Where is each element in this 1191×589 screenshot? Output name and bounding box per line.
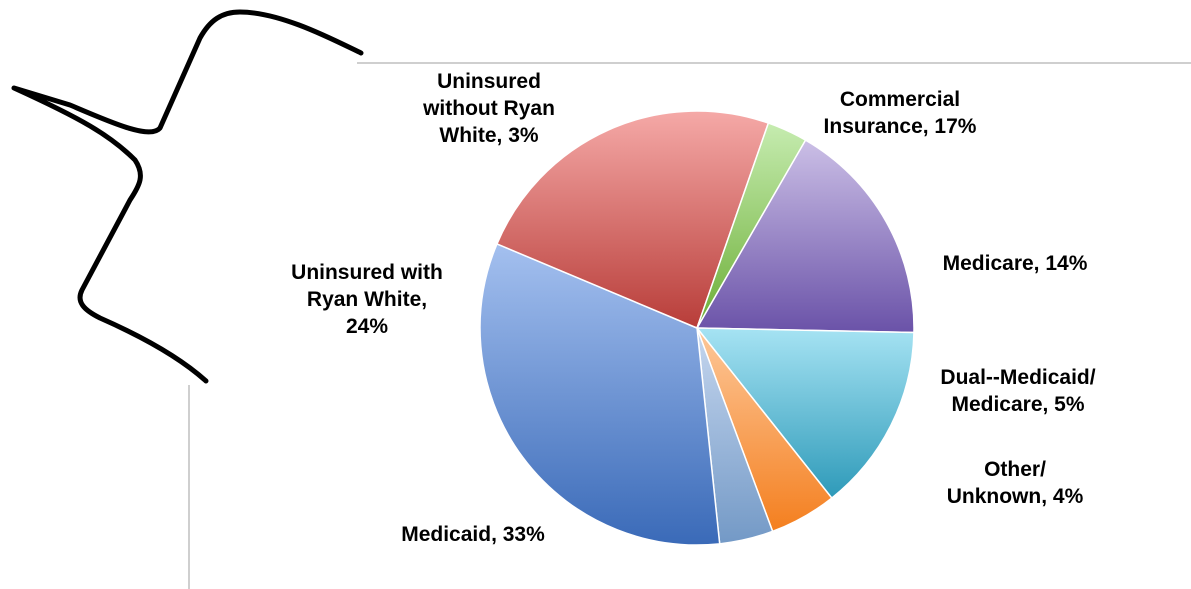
slice-label-line: Uninsured with [291, 261, 443, 284]
slice-label-line: without Ryan [422, 97, 555, 120]
slice-label-line: Unknown, 4% [947, 485, 1084, 508]
pie-slice-uninsured-without-ryan-white [696, 122, 807, 329]
slice-label-commercial-insurance: Commercial Insurance, 17% [824, 88, 977, 138]
slice-label-medicare: Medicare, 14% [943, 252, 1088, 275]
pie-slice-medicaid [479, 242, 721, 546]
slices [479, 110, 915, 546]
slice-label-line: Commercial [840, 88, 960, 111]
slice-label-uninsured-without-ryan-white: Uninsured without Ryan White, 3% [422, 70, 555, 147]
pie-slice-uninsured-with-ryan-white [495, 110, 770, 330]
slice-label-line: Medicare, 5% [951, 393, 1084, 416]
slice-label-line: Dual--Medicaid/ [940, 366, 1095, 389]
slice-label-line: Other/ [984, 458, 1046, 481]
slice-label-line: Insurance, 17% [824, 115, 977, 138]
slice-label-line: Uninsured [437, 70, 541, 93]
pie-slice-medicare [695, 327, 915, 500]
slice-label-line: Medicaid, 33% [401, 523, 545, 546]
slice-label-medicaid: Medicaid, 33% [401, 523, 545, 546]
slice-label-dual-medicaid-medicare: Dual--Medicaid/Medicare, 5% [940, 366, 1095, 416]
slice-label-line: Medicare, 14% [943, 252, 1088, 275]
slice-label-line: 24% [346, 315, 388, 338]
slice-label-uninsured-with-ryan-white: Uninsured with Ryan White, 24% [291, 261, 443, 338]
pie-slice-commercial-insurance [695, 139, 915, 334]
slice-labels: Commercial Insurance, 17% Medicare, 14% Dua… [291, 70, 1096, 546]
slice-label-other-unknown: Other/Unknown, 4% [947, 458, 1084, 508]
slice-label-line: White, 3% [439, 124, 539, 147]
slice-label-line: Ryan White, [307, 288, 427, 311]
decorative-curve [11, 9, 364, 384]
